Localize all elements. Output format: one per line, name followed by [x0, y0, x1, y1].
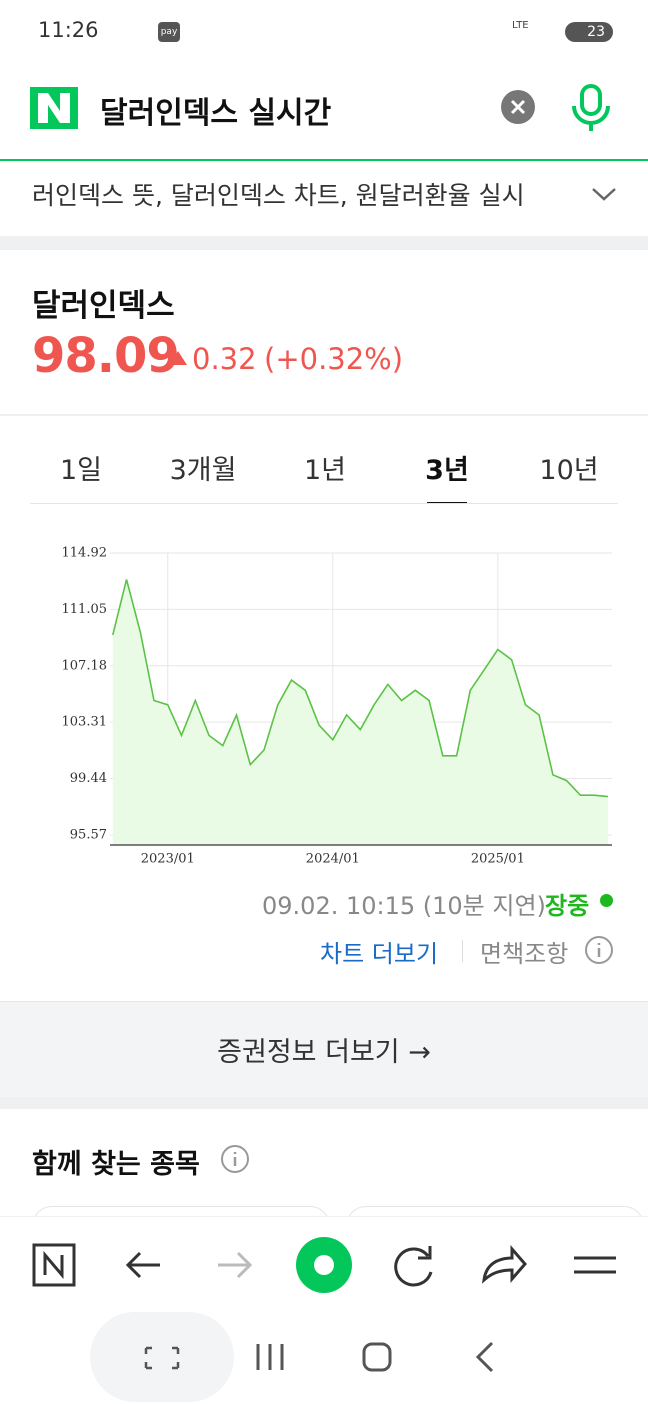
- y-tick-label: 107.18: [62, 658, 108, 673]
- period-tab[interactable]: 3년: [425, 455, 469, 486]
- reload-button[interactable]: [394, 1246, 433, 1287]
- system-nav-highlight: [90, 1312, 234, 1402]
- capture-button[interactable]: [144, 1346, 180, 1370]
- quote-change-pct: (+0.32%): [264, 342, 404, 376]
- home-button[interactable]: [32, 1243, 76, 1287]
- search-query[interactable]: 달러인덱스 실시간: [100, 96, 332, 131]
- x-tick-label: 2023/01: [141, 852, 195, 867]
- quote-name: 달러인덱스: [32, 288, 175, 324]
- quote-price: 98.09: [32, 328, 180, 384]
- voice-button[interactable]: [568, 82, 614, 134]
- line: [112, 579, 608, 798]
- search-underline: [0, 159, 648, 161]
- link-separator: [462, 940, 463, 962]
- y-tick-label: 99.44: [70, 771, 107, 786]
- separator: [0, 1097, 648, 1109]
- period-tab[interactable]: 10년: [539, 455, 599, 486]
- y-tick-label: 95.57: [70, 827, 107, 842]
- battery: 23: [565, 22, 613, 42]
- timestamp: 09.02. 10:15 (10분 지연): [262, 892, 546, 920]
- system-home-button[interactable]: [362, 1342, 392, 1372]
- more-securities-text[interactable]: 증권정보 더보기 →: [217, 1037, 431, 1068]
- naver-logo[interactable]: [30, 87, 78, 129]
- network: LTE: [512, 20, 529, 31]
- divider: [0, 414, 648, 416]
- period-tab[interactable]: 1년: [303, 455, 347, 486]
- info-icon[interactable]: [220, 1144, 250, 1174]
- browser-toolbar: [0, 1216, 648, 1404]
- x-tick-label: 2025/01: [471, 852, 525, 867]
- quote-change: 0.32: [192, 342, 257, 376]
- y-tick-label: 103.31: [62, 715, 108, 730]
- forward-button[interactable]: [218, 1251, 253, 1279]
- area: [112, 579, 608, 845]
- tab-line: [30, 503, 618, 504]
- x-tick-label: 2024/01: [306, 852, 360, 867]
- expand-icon[interactable]: [590, 182, 618, 206]
- related-title: 함께 찾는 종목: [32, 1149, 200, 1180]
- system-back-button[interactable]: [475, 1341, 494, 1373]
- period-tab[interactable]: 1일: [59, 455, 103, 486]
- info-icon[interactable]: [584, 935, 614, 965]
- y-tick-label: 114.92: [62, 546, 108, 561]
- green-dot-button[interactable]: [296, 1237, 352, 1293]
- period-tab[interactable]: 3개월: [169, 455, 237, 486]
- disclaimer-link[interactable]: 면책조항: [480, 940, 569, 968]
- chart: 95.57 99.44 103.31 107.18 111.05 114.92 2023/0…: [62, 546, 612, 867]
- status-time: 11:26: [38, 18, 99, 42]
- more-securities-button[interactable]: [0, 1001, 648, 1098]
- separator: [0, 236, 648, 250]
- pay-icon: pay: [158, 22, 180, 42]
- back-button[interactable]: [125, 1251, 160, 1279]
- recents-button[interactable]: [256, 1344, 284, 1370]
- y-tick-label: 111.05: [62, 602, 108, 617]
- share-button[interactable]: [482, 1244, 527, 1284]
- status-dot: [600, 894, 613, 907]
- suggestions[interactable]: 러인덱스 뜻, 달러인덱스 차트, 원달러환율 실시: [32, 181, 525, 210]
- market-status: 장중: [545, 892, 590, 920]
- menu-button[interactable]: [574, 1256, 616, 1274]
- clear-button[interactable]: [500, 89, 536, 125]
- more-chart-link[interactable]: 차트 더보기: [320, 940, 439, 968]
- up-triangle: [169, 351, 187, 365]
